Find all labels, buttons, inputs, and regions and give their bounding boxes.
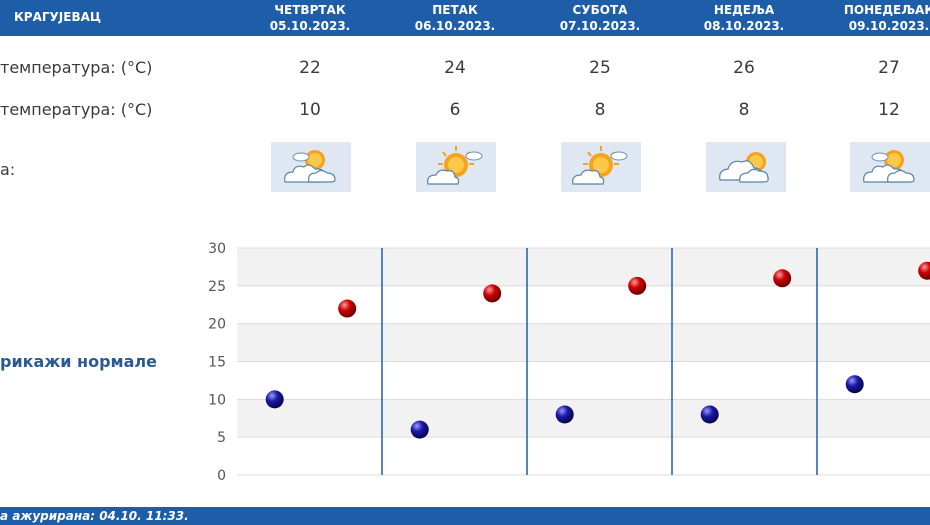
max-temp-value: 22 <box>299 58 321 78</box>
min-temp-value: 12 <box>878 100 900 120</box>
day-name: НЕДЕЉА <box>713 3 775 17</box>
max-temp-label: температура: (°C) <box>0 58 153 77</box>
last-updated-text: а ажурирана: 04.10. 11:33. <box>0 509 189 523</box>
max-temp-marker <box>918 261 930 280</box>
day-header-2: ПЕТАК 06.10.2023. <box>383 2 527 34</box>
grid-band <box>237 248 930 286</box>
y-tick-label: 25 <box>208 279 226 295</box>
forecast-header: КРАГУЈЕВАЦ ЧЕТВРТАК 05.10.2023. ПЕТАК 06… <box>0 0 930 36</box>
grid-band <box>237 399 930 438</box>
sun-behind-clouds-icon <box>850 142 930 192</box>
min-temp-marker <box>700 405 719 424</box>
day-date: 06.10.2023. <box>414 19 496 33</box>
grid-band <box>237 361 930 400</box>
sun-with-cloud-icon <box>561 142 641 192</box>
sun-behind-clouds-icon <box>271 142 351 192</box>
max-temp-marker <box>628 276 647 295</box>
day-date: 07.10.2023. <box>559 19 641 33</box>
day-header-4: НЕДЕЉА 08.10.2023. <box>672 2 816 34</box>
min-temp-value: 8 <box>738 100 750 120</box>
y-tick-label: 20 <box>208 317 226 333</box>
show-normals-toggle[interactable]: рикажи нормале <box>0 352 157 371</box>
y-tick-label: 10 <box>208 392 226 408</box>
max-temp-value: 26 <box>733 58 755 78</box>
footer-bar: а ажурирана: 04.10. 11:33. <box>0 507 930 525</box>
clouds-with-sun-icon <box>706 142 786 192</box>
min-temp-marker <box>555 405 574 424</box>
min-temp-value: 6 <box>449 100 461 120</box>
min-temp-marker <box>265 390 284 409</box>
temperature-chart: 0 5 10 15 20 25 30 <box>200 238 930 483</box>
max-temp-value: 25 <box>589 58 611 78</box>
day-header-3: СУБОТА 07.10.2023. <box>528 2 672 34</box>
day-header-5: ПОНЕДЕЉАК 09.10.2023. <box>817 2 930 34</box>
max-temp-marker <box>483 284 502 303</box>
max-temp-marker <box>338 299 357 318</box>
day-header-1: ЧЕТВРТАК 05.10.2023. <box>238 2 382 34</box>
min-temp-marker <box>845 375 864 394</box>
max-temp-value: 27 <box>878 58 900 78</box>
temperature-chart-svg: 0 5 10 15 20 25 30 <box>208 241 930 483</box>
day-name: ПОНЕДЕЉАК <box>843 3 930 17</box>
grid-band <box>237 323 930 362</box>
day-date: 05.10.2023. <box>269 19 351 33</box>
y-tick-label: 5 <box>217 430 226 446</box>
min-temp-value: 10 <box>299 100 321 120</box>
y-tick-label: 15 <box>208 355 226 371</box>
weather-label: а: <box>0 160 16 179</box>
grid-band <box>237 437 930 475</box>
day-name: СУБОТА <box>572 3 628 17</box>
day-date: 09.10.2023. <box>848 19 930 33</box>
max-temp-marker <box>773 269 792 288</box>
y-tick-label: 0 <box>217 468 226 483</box>
day-name: ПЕТАК <box>432 3 478 17</box>
day-date: 08.10.2023. <box>703 19 785 33</box>
day-name: ЧЕТВРТАК <box>274 3 346 17</box>
city-name: КРАГУЈЕВАЦ <box>14 10 102 24</box>
sun-with-cloud-icon <box>416 142 496 192</box>
min-temp-value: 8 <box>594 100 606 120</box>
max-temp-value: 24 <box>444 58 466 78</box>
y-tick-label: 30 <box>208 241 226 257</box>
min-temp-marker <box>410 420 429 439</box>
min-temp-label: температура: (°C) <box>0 100 153 119</box>
